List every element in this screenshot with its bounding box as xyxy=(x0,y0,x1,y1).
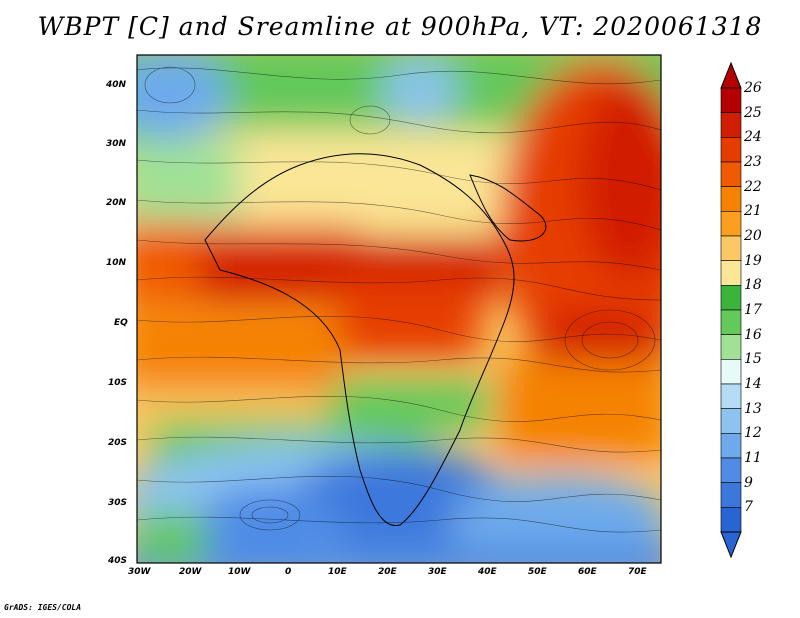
colorbar-label: 7 xyxy=(744,499,753,516)
lon-label-60e: 60E xyxy=(578,567,597,577)
colorbar-label: 15 xyxy=(744,351,762,368)
wbpt-shading xyxy=(137,55,661,563)
colorbar-label: 17 xyxy=(744,302,762,318)
lon-label-0: 0 xyxy=(285,567,292,577)
colorbar-label: 18 xyxy=(744,277,762,294)
lat-label-10n: 10N xyxy=(106,258,127,268)
colorbar-label: 9 xyxy=(744,474,753,491)
colorbar-label: 19 xyxy=(744,252,762,269)
colorbar-swatch xyxy=(720,235,742,261)
colorbar-label: 23 xyxy=(744,154,762,170)
colorbar-swatch xyxy=(720,482,742,508)
lon-label-50e: 50E xyxy=(528,567,547,577)
colorbar-swatch xyxy=(720,457,742,483)
colorbar-swatch xyxy=(720,285,742,311)
colorbar-swatch xyxy=(720,383,742,409)
lat-label-20s: 20S xyxy=(108,438,128,448)
colorbar-label: 14 xyxy=(744,376,762,392)
colorbar-label: 13 xyxy=(744,400,762,417)
lon-label-30w: 30W xyxy=(128,567,151,577)
plot-frame xyxy=(136,54,662,564)
colorbar-label: 24 xyxy=(744,129,762,146)
lon-label-20e: 20E xyxy=(378,567,397,577)
lat-label-eq: EQ xyxy=(114,318,128,328)
colorbar-label: 12 xyxy=(744,425,762,442)
colorbar-label: 25 xyxy=(744,104,762,121)
map-title: WBPT [C] and Sreamline at 900hPa, VT: 20… xyxy=(37,12,763,41)
lat-label-30n: 30N xyxy=(106,139,127,149)
lat-label-30s: 30S xyxy=(108,498,128,508)
colorbar-swatch xyxy=(720,161,742,187)
colorbar-swatch xyxy=(720,260,742,286)
colorbar-swatch xyxy=(720,309,742,335)
colorbar-top-arrow xyxy=(720,61,742,89)
colorbar-swatch xyxy=(720,433,742,459)
colorbar-label: 16 xyxy=(744,326,762,343)
colorbar-swatch xyxy=(720,507,742,533)
colorbar-label: 21 xyxy=(744,203,762,220)
colorbar-label: 22 xyxy=(744,178,762,195)
colorbar-label: 20 xyxy=(744,228,762,244)
colorbar-swatch xyxy=(720,112,742,138)
colorbar-swatch xyxy=(720,137,742,163)
lon-label-70e: 70E xyxy=(628,567,647,577)
lon-label-40e: 40E xyxy=(478,567,497,577)
lon-label-20w: 20W xyxy=(179,567,202,577)
colorbar-swatch xyxy=(720,408,742,434)
lon-label-10w: 10W xyxy=(228,567,251,577)
colorbar-swatch xyxy=(720,359,742,385)
colorbar-swatch xyxy=(720,186,742,212)
africa-coastline xyxy=(204,153,515,526)
colorbar-swatch xyxy=(720,334,742,360)
colorbar-swatch xyxy=(720,87,742,113)
colorbar xyxy=(720,61,742,559)
lat-label-20n: 20N xyxy=(106,198,127,208)
colorbar-label: 26 xyxy=(744,80,762,96)
colorbar-label: 11 xyxy=(744,450,762,466)
lat-label-40s: 40S xyxy=(108,556,128,566)
lon-label-10e: 10E xyxy=(328,567,347,577)
colorbar-swatch xyxy=(720,211,742,237)
lon-label-30e: 30E xyxy=(428,567,447,577)
arabia-coastline xyxy=(469,174,547,242)
lat-label-10s: 10S xyxy=(108,378,128,388)
grads-credit: GrADS: IGES/COLA xyxy=(4,603,82,612)
colorbar-bottom-arrow xyxy=(720,531,742,559)
lat-label-40n: 40N xyxy=(106,80,127,90)
